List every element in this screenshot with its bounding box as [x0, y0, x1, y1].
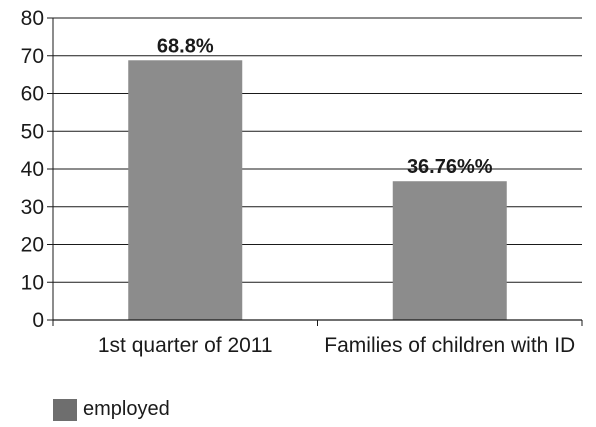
- y-tick-label: 20: [21, 234, 44, 257]
- legend-label-employed: employed: [83, 398, 170, 420]
- y-tick-label: 30: [21, 196, 44, 219]
- legend-swatch: [53, 398, 77, 421]
- data-label: 36.76%%: [407, 156, 493, 178]
- y-tick-label: 40: [21, 158, 44, 181]
- y-tick-label: 80: [21, 7, 44, 30]
- y-tick-label: 0: [32, 309, 44, 332]
- bar: [128, 60, 243, 320]
- y-axis-ticks: 0 10 20 30 40 50 60 70 80: [21, 7, 53, 332]
- data-labels: 68.8% 36.76%%: [157, 35, 493, 178]
- axes: [52, 18, 583, 326]
- bar: [392, 181, 507, 320]
- x-category-label: Families of children with ID: [324, 334, 575, 357]
- y-tick-label: 70: [21, 45, 44, 68]
- y-tick-label: 60: [21, 83, 44, 106]
- bars: [128, 60, 507, 320]
- y-tick-label: 50: [21, 120, 44, 143]
- x-category-label: 1st quarter of 2011: [98, 334, 273, 357]
- y-tick-label: 10: [21, 271, 44, 294]
- x-axis-labels: 1st quarter of 2011 Families of children …: [98, 334, 575, 357]
- data-label: 68.8%: [157, 35, 214, 57]
- legend: employed: [53, 398, 170, 421]
